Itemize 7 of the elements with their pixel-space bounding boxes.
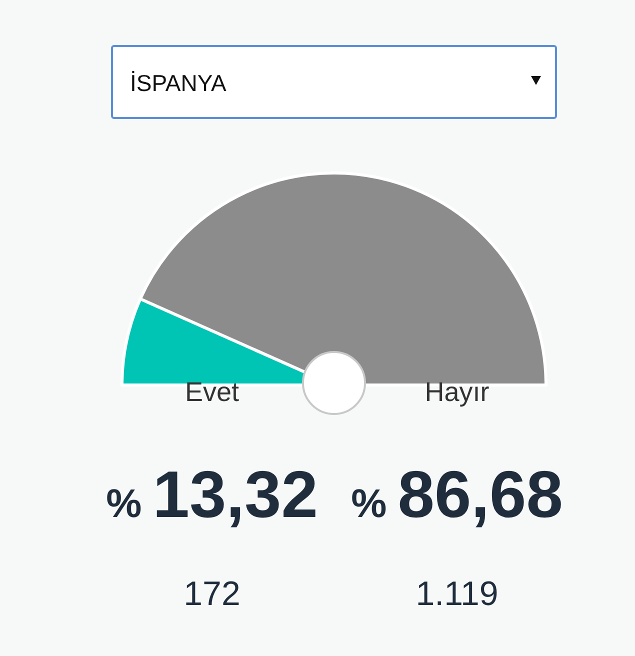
text: 1.119 xyxy=(416,575,498,613)
chart-title: İSPANYA xyxy=(130,70,227,96)
data-label: % 86,68 xyxy=(351,457,563,531)
text: 172 xyxy=(184,575,240,613)
data-label: % 13,32 xyxy=(106,457,318,531)
slice-label: Evet xyxy=(184,377,240,407)
slice-label: Hayır xyxy=(424,377,490,407)
